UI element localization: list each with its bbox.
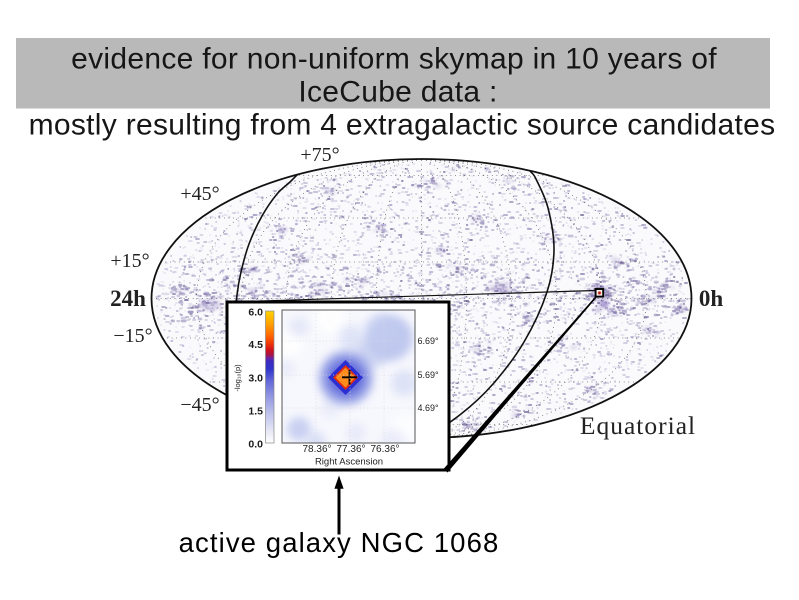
svg-text:5.69°: 5.69° [418,370,440,380]
svg-text:Equatorial: Equatorial [580,411,696,440]
svg-text:0.0: 0.0 [248,439,263,451]
svg-text:evidence for non-uniform skyma: evidence for non-uniform skymap in 10 ye… [71,43,717,76]
svg-text:76.36°: 76.36° [370,444,399,455]
svg-text:4.5: 4.5 [248,339,263,351]
svg-text:77.36°: 77.36° [336,444,365,455]
svg-text:active galaxy NGC 1068: active galaxy NGC 1068 [179,527,500,558]
svg-text:1.5: 1.5 [248,406,263,418]
svg-text:0h: 0h [699,286,724,311]
svg-text:6.69°: 6.69° [418,336,440,346]
svg-text:78.36°: 78.36° [302,444,331,455]
svg-text:+75°: +75° [300,144,339,166]
svg-text:−15°: −15° [113,325,152,347]
svg-text:+15°: +15° [110,250,149,272]
svg-text:IceCube data :: IceCube data : [298,76,497,109]
svg-text:-log₁₀(p): -log₁₀(p) [233,364,242,392]
svg-text:3.0: 3.0 [248,373,263,385]
svg-text:24h: 24h [110,286,146,311]
svg-text:6.0: 6.0 [248,307,263,319]
svg-text:4.69°: 4.69° [418,403,440,413]
svg-text:+45°: +45° [180,183,219,205]
svg-text:mostly resulting from 4 extrag: mostly resulting from 4 extragalactic so… [29,109,776,142]
svg-text:Right Ascension: Right Ascension [315,457,383,468]
svg-text:−45°: −45° [180,394,219,416]
